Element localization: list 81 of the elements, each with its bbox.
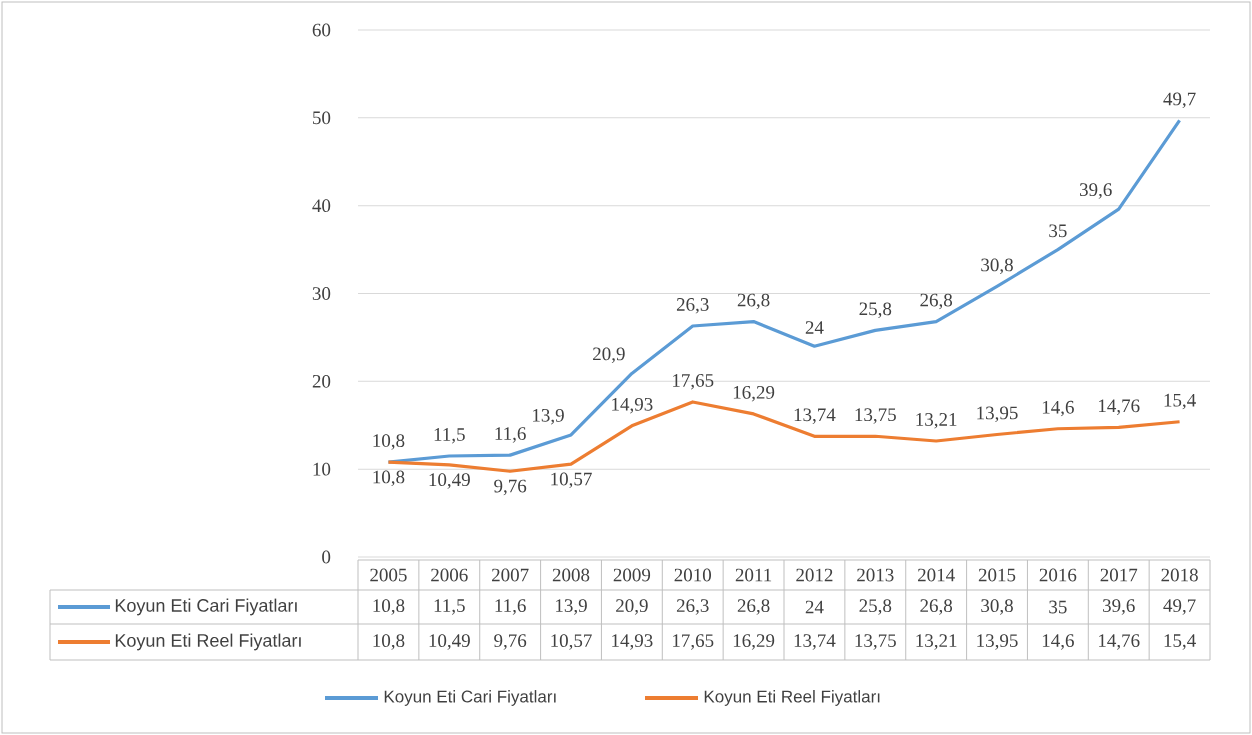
text: 14,6	[1042, 400, 1074, 417]
x-tick-label: 2018	[1161, 568, 1198, 582]
text: Koyun Eti Reel Fiyatları	[704, 690, 880, 706]
x-tick-label: 2008	[552, 568, 590, 582]
text: 39,6	[1079, 183, 1112, 199]
data-label: 13,21	[916, 634, 957, 650]
data-label: 49,7	[1163, 599, 1196, 615]
data-label: 26,3	[676, 599, 709, 615]
data-label: 10,49	[429, 634, 470, 650]
y-tick-label: 30	[312, 287, 331, 300]
y-tick-label: 0	[322, 550, 331, 564]
data-label: 10,8	[373, 634, 405, 650]
text: Koyun Eti Cari Fiyatları	[384, 690, 556, 706]
text: 13,9	[533, 409, 564, 425]
data-label: 16,29	[733, 634, 775, 650]
y-tick-label: 20	[312, 374, 331, 388]
text: 17,65	[673, 374, 714, 390]
text: 26,8	[737, 293, 770, 310]
x-tick-label: 2013	[857, 568, 894, 582]
text: 13,75	[855, 408, 896, 424]
y-tick-label: 50	[313, 111, 331, 125]
data-label: 13,74	[794, 634, 836, 650]
text: 30,8	[981, 258, 1013, 275]
data-label: 14,76	[1099, 634, 1140, 650]
data-label: 39,6	[1103, 599, 1135, 615]
data-label: 11,6	[495, 599, 526, 615]
data-label: 10,57	[551, 634, 592, 650]
data-label: 24	[805, 600, 824, 614]
data-label: 13,75	[855, 634, 896, 650]
x-tick-label: 2009	[613, 568, 651, 582]
text: 14,76	[1099, 399, 1140, 415]
text: 13,21	[916, 413, 957, 429]
text: 10,57	[551, 472, 592, 489]
x-tick-label: 2017	[1100, 568, 1138, 582]
text: 9,76	[494, 479, 527, 496]
data-label: 10,8	[373, 599, 405, 615]
text: 13,95	[977, 406, 1018, 423]
x-tick-label: 2011	[735, 568, 772, 582]
data-label: 14,6	[1042, 634, 1074, 650]
text: 25,8	[859, 302, 892, 318]
text: 14,93	[612, 397, 653, 414]
y-tick-label: 10	[313, 462, 331, 476]
text: 20,9	[593, 347, 625, 364]
text: 15,4	[1164, 393, 1196, 410]
data-label: 26,8	[737, 599, 770, 615]
data-label: 13,95	[977, 634, 1018, 650]
legend-label: Koyun Eti Cari Fiyatları	[115, 598, 297, 616]
data-label: 17,65	[673, 634, 714, 650]
text: 10,8	[373, 434, 405, 450]
data-label: 9,76	[494, 634, 527, 650]
text: 49,7	[1163, 92, 1196, 109]
text: 10,8	[373, 470, 405, 487]
text: 35	[1049, 224, 1067, 238]
data-label: 35	[1049, 600, 1067, 614]
data-label: 14,93	[612, 634, 653, 650]
text: 13,74	[794, 408, 836, 424]
data-label: 25,8	[859, 599, 892, 615]
text: 26,3	[676, 298, 709, 314]
y-tick-label: 60	[312, 23, 331, 37]
x-tick-label: 2007	[492, 568, 529, 582]
x-tick-label: 2012	[796, 568, 833, 582]
x-tick-label: 2014	[918, 568, 955, 582]
x-tick-label: 2005	[370, 568, 407, 582]
text: 10,49	[429, 473, 470, 489]
text: 26,8	[920, 293, 953, 310]
text: 16,29	[733, 386, 775, 402]
y-tick-label: 40	[312, 199, 331, 213]
x-tick-label: 2015	[978, 568, 1016, 582]
data-label: 11,5	[434, 599, 465, 615]
data-label: 30,8	[981, 599, 1013, 615]
data-label: 13,9	[556, 599, 587, 615]
text: 11,6	[495, 427, 526, 443]
data-label: 15,4	[1164, 634, 1196, 650]
x-tick-label: 2016	[1039, 568, 1077, 582]
text: 24	[805, 321, 824, 334]
data-label: 26,8	[920, 599, 953, 615]
x-tick-label: 2010	[674, 568, 712, 582]
legend-label: Koyun Eti Reel Fiyatları	[115, 633, 301, 651]
data-label: 20,9	[616, 599, 648, 615]
x-tick-label: 2006	[431, 568, 468, 582]
text: 11,5	[434, 428, 465, 444]
